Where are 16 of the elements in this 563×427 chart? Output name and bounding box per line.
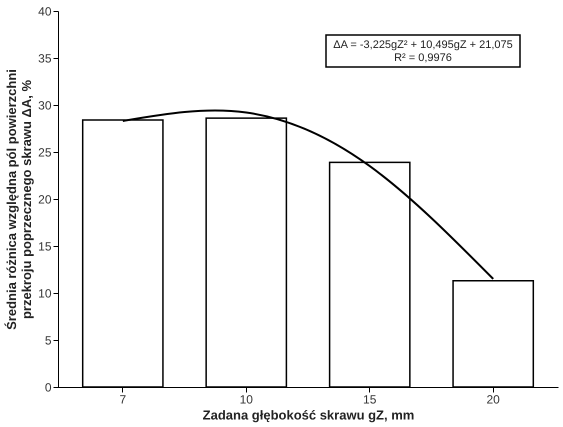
y-tick-label: 0 xyxy=(44,380,52,394)
annotation: ΔA = -3,225gZ² + 10,495gZ + 21,075 R² = 0,9976 xyxy=(333,39,513,64)
y-tick-label: 35 xyxy=(38,52,52,66)
y-tick-label: 30 xyxy=(38,98,52,112)
y-tick-label: 5 xyxy=(44,334,52,348)
y-tick-label: 25 xyxy=(38,146,52,160)
y-tick-label: 20 xyxy=(38,192,52,206)
x-tick-label: 20 xyxy=(486,392,500,406)
y-tick-label: 10 xyxy=(38,286,52,300)
x-tick-label: 10 xyxy=(240,392,254,406)
y-axis-title: Średnia różnica względna pól powierzchni przekroju poprzecznego skrawu ΔA, % xyxy=(4,69,34,330)
y-tick-label: 40 xyxy=(38,4,52,18)
y-tick-label: 15 xyxy=(38,240,52,254)
x-axis-title: Zadana głębokość skrawu gZ, mm xyxy=(202,408,414,422)
x-tick-label: 15 xyxy=(363,392,377,406)
x-tick-label: 7 xyxy=(119,392,126,406)
